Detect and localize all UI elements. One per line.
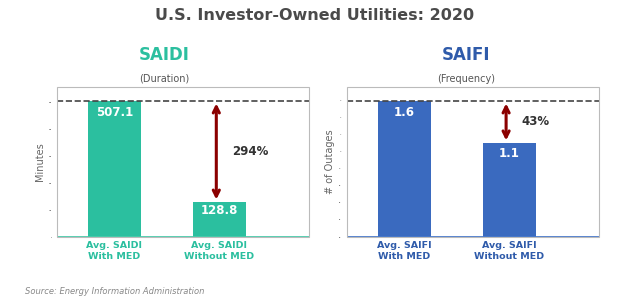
Text: SAIDI: SAIDI: [139, 46, 189, 64]
Text: 1.6: 1.6: [394, 106, 415, 119]
Text: (Frequency): (Frequency): [437, 74, 495, 83]
Y-axis label: # of Outages: # of Outages: [325, 130, 335, 194]
Bar: [88, 100, 140, 237]
Bar: [483, 143, 536, 237]
Text: SAIFI: SAIFI: [442, 46, 490, 64]
Text: 507.1: 507.1: [96, 106, 133, 119]
Text: 43%: 43%: [522, 116, 550, 128]
Text: 128.8: 128.8: [201, 204, 238, 217]
Text: 1.1: 1.1: [499, 147, 520, 160]
Text: (Duration): (Duration): [139, 74, 189, 83]
Text: Source: Energy Information Administration: Source: Energy Information Administratio…: [25, 286, 205, 296]
Text: 294%: 294%: [232, 145, 268, 158]
Bar: [378, 100, 430, 237]
Y-axis label: Minutes: Minutes: [35, 142, 45, 182]
Bar: [193, 202, 246, 237]
Text: U.S. Investor-Owned Utilities: 2020: U.S. Investor-Owned Utilities: 2020: [156, 8, 474, 22]
